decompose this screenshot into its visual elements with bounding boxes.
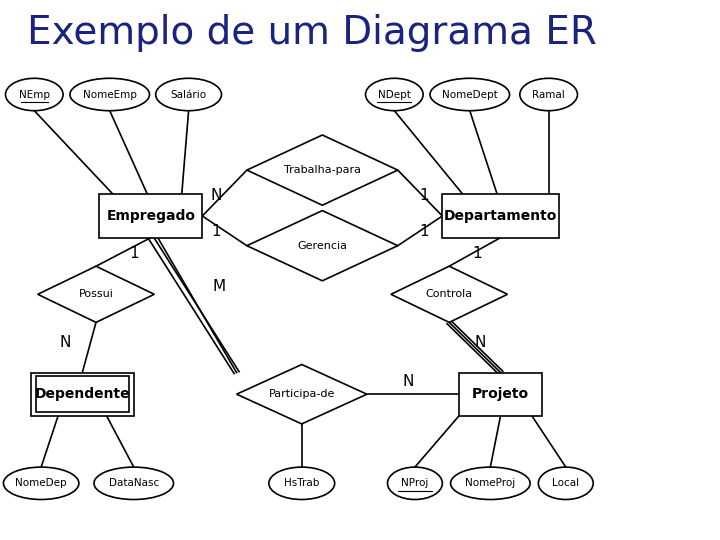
Polygon shape xyxy=(37,266,154,322)
Ellipse shape xyxy=(520,78,577,111)
Text: Trabalha-para: Trabalha-para xyxy=(284,165,361,175)
Text: N: N xyxy=(402,374,414,389)
Ellipse shape xyxy=(269,467,335,500)
Text: Salário: Salário xyxy=(171,90,207,99)
Text: N: N xyxy=(474,335,486,350)
Text: M: M xyxy=(213,279,226,294)
Ellipse shape xyxy=(156,78,222,111)
Bar xyxy=(442,194,559,238)
Text: Projeto: Projeto xyxy=(472,387,529,401)
Text: Possui: Possui xyxy=(78,289,114,299)
Text: Participa-de: Participa-de xyxy=(269,389,335,399)
Text: Departamento: Departamento xyxy=(444,209,557,223)
Bar xyxy=(99,194,202,238)
Text: N: N xyxy=(60,335,71,350)
Text: 1: 1 xyxy=(472,246,482,261)
Text: NomeEmp: NomeEmp xyxy=(83,90,137,99)
Ellipse shape xyxy=(6,78,63,111)
Bar xyxy=(31,373,134,416)
Text: 1: 1 xyxy=(419,188,428,203)
Ellipse shape xyxy=(451,467,530,500)
Ellipse shape xyxy=(94,467,174,500)
Text: HsTrab: HsTrab xyxy=(284,478,320,488)
Text: 1: 1 xyxy=(129,246,138,261)
Text: DataNasc: DataNasc xyxy=(109,478,159,488)
Polygon shape xyxy=(391,266,508,322)
Ellipse shape xyxy=(366,78,423,111)
Text: Exemplo de um Diagrama ER: Exemplo de um Diagrama ER xyxy=(27,14,598,51)
Text: NDept: NDept xyxy=(378,90,411,99)
Ellipse shape xyxy=(430,78,510,111)
Text: NProj: NProj xyxy=(401,478,428,488)
Text: 1: 1 xyxy=(211,224,221,239)
Polygon shape xyxy=(247,135,397,205)
Text: NEmp: NEmp xyxy=(19,90,50,99)
Polygon shape xyxy=(237,364,367,424)
Text: N: N xyxy=(210,188,222,203)
Text: NomeDept: NomeDept xyxy=(442,90,498,99)
Text: Local: Local xyxy=(552,478,580,488)
Text: NomeProj: NomeProj xyxy=(465,478,516,488)
Text: Empregado: Empregado xyxy=(107,209,195,223)
Ellipse shape xyxy=(387,467,442,500)
Ellipse shape xyxy=(4,467,79,500)
Ellipse shape xyxy=(70,78,150,111)
Text: Gerencia: Gerencia xyxy=(297,241,347,251)
Text: Ramal: Ramal xyxy=(532,90,565,99)
Bar xyxy=(36,376,129,412)
Bar xyxy=(459,373,541,416)
Text: Dependente: Dependente xyxy=(35,387,130,401)
Polygon shape xyxy=(247,211,397,281)
Text: NomeDep: NomeDep xyxy=(15,478,67,488)
Text: 1: 1 xyxy=(419,224,428,239)
Ellipse shape xyxy=(539,467,593,500)
Text: Controla: Controla xyxy=(426,289,473,299)
